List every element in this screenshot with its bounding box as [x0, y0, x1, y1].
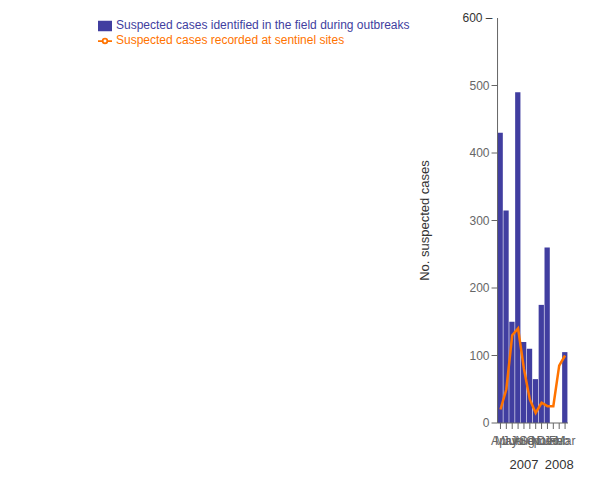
svg-text:Mar: Mar — [555, 434, 576, 448]
svg-text:2008: 2008 — [545, 457, 574, 472]
svg-text:No. suspected cases: No. suspected cases — [417, 160, 432, 281]
svg-text:200: 200 — [470, 281, 490, 295]
svg-text:600 –: 600 – — [463, 11, 493, 25]
html-text:Suspected cases identified in: Suspected cases identified in the field … — [116, 18, 410, 32]
svg-text:400: 400 — [470, 146, 490, 160]
svg-text:300: 300 — [470, 214, 490, 228]
html-text:Suspected cases recorded at se: Suspected cases recorded at sentinel sit… — [116, 32, 345, 47]
svg-text:100: 100 — [470, 349, 490, 363]
svg-text:0: 0 — [483, 416, 490, 430]
svg-text:500: 500 — [470, 79, 490, 93]
svg-text:2007: 2007 — [509, 457, 538, 472]
